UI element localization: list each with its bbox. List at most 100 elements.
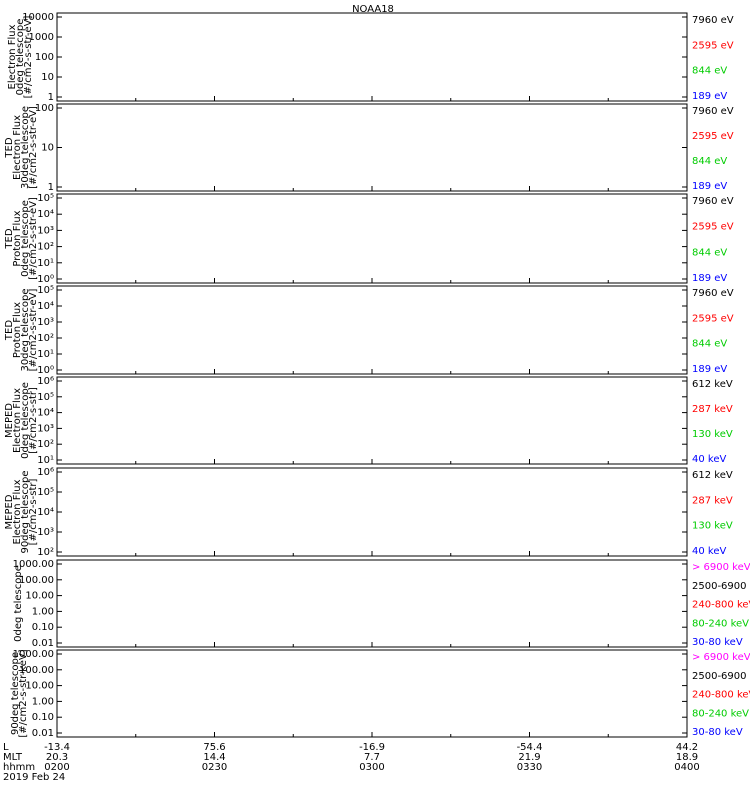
legend-entry: > 6900 keV bbox=[692, 562, 750, 573]
chart-title: NOAA18 bbox=[352, 4, 394, 15]
footer-row-label: L bbox=[3, 742, 9, 753]
legend-entry: 7960 eV bbox=[692, 288, 734, 299]
y-axis-label: [#/cm2-s-str-keV] bbox=[18, 649, 29, 737]
y-axis-label: [#/cm2-s-str-eV] bbox=[28, 197, 39, 280]
y-tick-label: 10⁵ bbox=[37, 193, 54, 204]
panel-frame bbox=[56, 376, 688, 465]
y-tick-label: 10³ bbox=[37, 527, 54, 538]
y-axis-label: [#/cm2-s-str] bbox=[28, 387, 39, 454]
legend-entry: 189 eV bbox=[692, 273, 727, 284]
footer-row-value: -13.4 bbox=[44, 742, 70, 753]
footer-row-value: -16.9 bbox=[359, 742, 385, 753]
y-axis-label: 30deg telescope bbox=[20, 288, 31, 371]
legend-entry: 844 eV bbox=[692, 66, 727, 77]
legend-entry: 287 keV bbox=[692, 495, 733, 506]
footer-row-value: -54.4 bbox=[517, 742, 543, 753]
legend-entry: 40 keV bbox=[692, 546, 726, 557]
y-tick-label: 1000 bbox=[29, 32, 54, 43]
y-axis-label: 30deg telescope bbox=[20, 106, 31, 189]
footer-row-value: 0400 bbox=[674, 762, 699, 773]
y-axis-label: 90deg telescope bbox=[20, 470, 31, 553]
legend-entry: > 6900 keV bbox=[692, 652, 750, 663]
y-axis-label: Electron Flux bbox=[12, 115, 23, 180]
legend-entry: 7960 eV bbox=[692, 15, 734, 26]
footer-row-value: 0200 bbox=[44, 762, 69, 773]
y-axis-label: TED bbox=[4, 137, 15, 158]
y-axis-label: TED bbox=[4, 228, 15, 249]
y-tick-label: 10⁴ bbox=[37, 507, 54, 518]
footer-row-label: hhmm bbox=[3, 762, 35, 773]
legend-entry: 287 keV bbox=[692, 404, 733, 415]
legend-entry: 240-800 keV bbox=[692, 600, 750, 611]
y-tick-label: 100 bbox=[35, 52, 54, 63]
y-tick-label: 10² bbox=[37, 333, 54, 344]
y-tick-label: 1 bbox=[48, 182, 54, 193]
legend-entry: 844 eV bbox=[692, 156, 727, 167]
legend-entry: 80-240 keV bbox=[692, 708, 749, 719]
legend-entry: 844 eV bbox=[692, 339, 727, 350]
y-axis-label: Electron Flux bbox=[12, 479, 23, 544]
y-axis-label: [#/cm2-s-str-eV] bbox=[23, 16, 34, 99]
y-axis-label: [#/cm2-s-str-eV] bbox=[28, 289, 39, 372]
y-tick-label: 10⁴ bbox=[37, 209, 54, 220]
y-axis-label: [#/cm2-s-str] bbox=[28, 478, 39, 545]
legend-entry: 2595 eV bbox=[692, 131, 734, 142]
y-tick-label: 10³ bbox=[37, 225, 54, 236]
y-tick-label: 100 bbox=[35, 103, 54, 114]
panel-frame bbox=[56, 285, 688, 375]
legend-entry: 80-240 keV bbox=[692, 618, 749, 629]
legend-entry: 7960 eV bbox=[692, 106, 734, 117]
y-tick-label: 10⁵ bbox=[37, 487, 54, 498]
legend-entry: 130 keV bbox=[692, 429, 733, 440]
y-axis-label: Electron Flux bbox=[12, 388, 23, 453]
panel-frame bbox=[56, 103, 688, 192]
legend-entry: 2595 eV bbox=[692, 313, 734, 324]
y-axis-label: Electron Flux bbox=[7, 24, 18, 89]
y-tick-label: 0.01 bbox=[32, 728, 54, 739]
y-axis-label: 0deg telescope bbox=[20, 200, 31, 277]
y-tick-label: 10² bbox=[37, 439, 54, 450]
y-axis-label: 0deg telescope bbox=[13, 565, 24, 642]
panel-meped-p-0: 1000.00 100.00 10.00 1.00 0.10 0.01 0deg teles… bbox=[13, 559, 750, 649]
y-tick-label: 10³ bbox=[37, 317, 54, 328]
y-axis-label: MEPED bbox=[4, 494, 15, 529]
y-axis-label: 0deg telescope bbox=[20, 382, 31, 459]
y-tick-label: 10⁵ bbox=[37, 285, 54, 296]
y-tick-label: 0.01 bbox=[32, 638, 54, 649]
legend-entry: 240-800 keV bbox=[692, 690, 750, 701]
legend-entry: 189 eV bbox=[692, 364, 727, 375]
footer-row-value: 44.2 bbox=[676, 742, 698, 753]
panel-frame bbox=[56, 467, 688, 557]
legend-entry: 2500-6900 bbox=[692, 671, 747, 682]
y-tick-label: 10¹ bbox=[37, 258, 54, 269]
y-tick-label: 10¹ bbox=[37, 349, 54, 360]
y-tick-label: 10 bbox=[41, 72, 54, 83]
legend-entry: 130 keV bbox=[692, 521, 733, 532]
y-tick-label: 10² bbox=[37, 242, 54, 253]
y-tick-label: 10⁶ bbox=[37, 467, 54, 478]
footer: L -13.4 75.6 -16.9 -54.4 44.2 MLT 20.3 14.4 7.7 21… bbox=[3, 742, 700, 783]
y-tick-label: 1000.00 bbox=[13, 649, 54, 660]
y-tick-label: 10⁶ bbox=[37, 376, 54, 387]
y-axis-label: Proton Flux bbox=[12, 210, 23, 266]
legend-entry: 189 eV bbox=[692, 181, 727, 192]
footer-row-value: 20.3 bbox=[46, 752, 68, 763]
panel-meped-p-90: 1000.00 100.00 10.00 1.00 0.10 0.01 90deg tele… bbox=[10, 649, 750, 739]
footer-row-value: 0230 bbox=[202, 762, 227, 773]
legend-entry: 40 keV bbox=[692, 454, 726, 465]
footer-row-label: MLT bbox=[3, 752, 23, 763]
panel-frame bbox=[56, 649, 688, 738]
y-tick-label: 1.00 bbox=[32, 696, 54, 707]
y-axis-label: MEPED bbox=[4, 403, 15, 438]
footer-row-value: 21.9 bbox=[518, 752, 540, 763]
y-tick-label: 10⁴ bbox=[37, 301, 54, 312]
y-tick-label: 10 bbox=[41, 143, 54, 154]
footer-date: 2019 Feb 24 bbox=[3, 772, 65, 783]
y-tick-label: 1 bbox=[48, 92, 54, 103]
